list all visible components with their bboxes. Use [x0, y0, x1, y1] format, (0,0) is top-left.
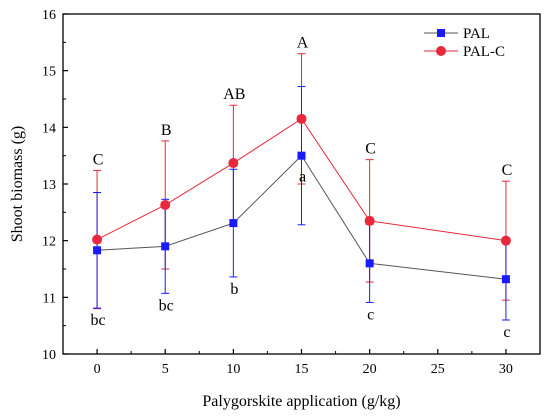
data-point-pal-c: [500, 235, 511, 246]
data-point-pal-c: [92, 234, 103, 245]
x-tick-label: 0: [94, 362, 101, 377]
significance-label-pal-c: C: [502, 162, 513, 179]
axes: 0 5 10 15 20 25 30 10 11 12 13 14 15 16: [42, 8, 541, 377]
data-point-pal-c: [160, 199, 171, 210]
x-axis-title: Palygorskite application (g/kg): [202, 393, 400, 410]
x-tick-label: 5: [162, 362, 169, 377]
data-point-pal: [229, 219, 238, 228]
significance-label-pal: bc: [91, 312, 106, 329]
data-point-pal-c: [364, 215, 375, 226]
y-tick-label: 15: [42, 65, 56, 80]
series-markers: [92, 113, 511, 284]
significance-label-pal: c: [503, 324, 510, 341]
x-tick-label: 25: [431, 362, 445, 377]
y-tick-label: 13: [42, 178, 56, 193]
series-lines: [96, 118, 507, 280]
significance-label-pal-c: B: [161, 122, 172, 139]
series-line-pal: [97, 154, 506, 280]
significance-labels: Cbc Bbc AB b Aa Cc Cc: [91, 35, 513, 341]
significance-label-pal-c: C: [365, 141, 376, 158]
significance-label-pal-c: AB: [223, 86, 245, 103]
data-point-pal: [365, 259, 374, 268]
significance-label-pal: bc: [159, 297, 174, 314]
legend-marker-pal-c: [436, 46, 446, 56]
significance-label-pal: a: [299, 169, 306, 186]
x-tick-label: 10: [226, 362, 240, 377]
significance-label-pal: b: [230, 281, 238, 298]
data-point-pal: [297, 151, 306, 160]
significance-label-pal-c: A: [297, 35, 309, 52]
y-tick-label: 11: [43, 291, 56, 306]
y-tick-label: 14: [42, 121, 56, 136]
x-tick-label: 30: [499, 362, 513, 377]
y-tick-label: 12: [42, 235, 56, 250]
y-axis-title: Shoot biomass (g): [9, 126, 26, 242]
data-point-pal-c: [228, 158, 239, 169]
legend-label-pal-c: PAL-C: [463, 44, 505, 60]
legend-marker-pal: [437, 29, 445, 37]
legend-label-pal: PAL: [463, 26, 490, 42]
significance-label-pal-c: C: [93, 151, 104, 168]
data-point-pal: [93, 246, 102, 255]
significance-label-pal: c: [367, 306, 374, 323]
x-tick-label: 15: [295, 362, 309, 377]
x-tick-label: 20: [363, 362, 377, 377]
data-point-pal-c: [296, 113, 307, 124]
data-point-pal: [501, 275, 510, 284]
y-tick-label: 16: [42, 8, 56, 23]
data-point-pal: [161, 242, 170, 251]
error-bars: [93, 53, 510, 321]
y-tick-label: 10: [42, 348, 56, 363]
series-line-pal-c: [96, 118, 507, 242]
legend: PAL PAL-C: [424, 26, 505, 60]
